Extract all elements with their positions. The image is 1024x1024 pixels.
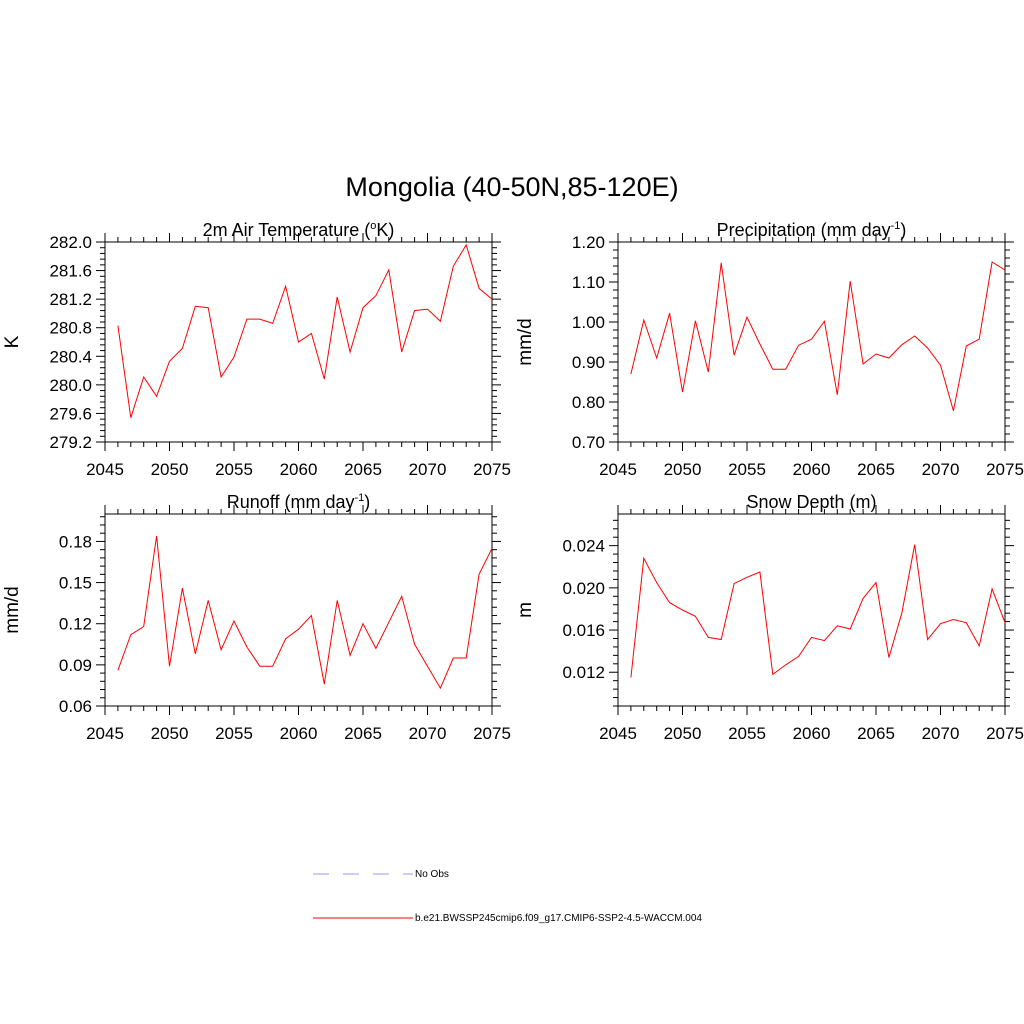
- panel-title-main: Runoff (mm day: [227, 492, 355, 512]
- x-tick-label: 2055: [215, 460, 253, 479]
- y-tick-label: 281.2: [49, 290, 92, 309]
- y-tick-label: 0.12: [59, 615, 92, 634]
- x-tick-label: 2050: [151, 460, 189, 479]
- y-tick-label: 0.016: [562, 621, 605, 640]
- x-tick-label: 2055: [215, 724, 253, 743]
- legend-label-model: b.e21.BWSSP245cmip6.f09_g17.CMIP6-SSP2-4…: [415, 913, 702, 924]
- x-tick-label: 2065: [344, 460, 382, 479]
- x-tick-label: 2050: [151, 724, 189, 743]
- x-tick-label: 2075: [986, 724, 1024, 743]
- x-tick-label: 2070: [922, 724, 960, 743]
- x-tick-label: 2065: [857, 724, 895, 743]
- y-axis-label: K: [2, 335, 23, 348]
- y-axis-label: mm/d: [515, 318, 536, 366]
- panel-title-main: Precipitation (mm day: [717, 220, 891, 240]
- panel-title: Runoff (mm day-1): [227, 492, 371, 512]
- y-tick-label: 0.06: [59, 697, 92, 716]
- panel-title-main: Snow Depth (m): [746, 492, 876, 512]
- y-tick-label: 280.4: [49, 347, 92, 366]
- x-tick-label: 2060: [280, 724, 318, 743]
- y-tick-label: 1.10: [572, 273, 605, 292]
- x-tick-label: 2070: [409, 724, 447, 743]
- y-tick-label: 0.80: [572, 393, 605, 412]
- panel-title-superscript: -1: [354, 492, 364, 504]
- x-tick-label: 2055: [728, 460, 766, 479]
- panel-title-tail: K): [376, 220, 394, 240]
- y-tick-label: 0.020: [562, 579, 605, 598]
- x-tick-label: 2050: [664, 724, 702, 743]
- y-tick-label: 1.20: [572, 233, 605, 252]
- panel-title-tail: ): [900, 220, 906, 240]
- series-line: [117, 243, 493, 418]
- x-tick-label: 2045: [86, 460, 124, 479]
- y-tick-label: 281.6: [49, 262, 92, 281]
- panel-title: 2m Air Temperature (oK): [203, 220, 395, 240]
- x-tick-label: 2050: [664, 460, 702, 479]
- y-axis-label: m: [515, 602, 536, 618]
- x-tick-label: 2070: [409, 460, 447, 479]
- legend: No Obs b.e21.BWSSP245cmip6.f09_g17.CMIP6…: [313, 869, 702, 924]
- y-tick-label: 0.024: [562, 537, 605, 556]
- panel-title-superscript: -1: [891, 220, 901, 232]
- panel-title-superscript: o: [370, 220, 376, 232]
- panel-2: 2045 2050 2055 2060 2065 2070 2075 0.06 0.09 0.12…: [2, 492, 511, 743]
- legend-label-no-obs: No Obs: [415, 869, 449, 880]
- x-tick-label: 2045: [599, 724, 637, 743]
- x-tick-label: 2075: [986, 460, 1024, 479]
- y-tick-label: 282.0: [49, 233, 92, 252]
- series-line: [117, 535, 493, 690]
- y-tick-label: 0.70: [572, 433, 605, 452]
- x-tick-label: 2055: [728, 724, 766, 743]
- x-tick-label: 2045: [599, 460, 637, 479]
- y-tick-label: 1.00: [572, 313, 605, 332]
- panel-0: 2045 2050 2055 2060 2065 2070 2075 279.2 279.6 28…: [2, 220, 511, 479]
- x-tick-label: 2060: [280, 460, 318, 479]
- x-tick-label: 2065: [344, 724, 382, 743]
- y-tick-label: 0.90: [572, 353, 605, 372]
- panel-title: Snow Depth (m): [746, 492, 876, 512]
- panel-title-main: 2m Air Temperature (: [203, 220, 371, 240]
- y-axis-label: mm/d: [2, 586, 23, 634]
- y-tick-label: 280.0: [49, 376, 92, 395]
- x-tick-label: 2075: [473, 724, 511, 743]
- x-tick-label: 2065: [857, 460, 895, 479]
- x-tick-label: 2060: [793, 724, 831, 743]
- y-tick-label: 279.6: [49, 404, 92, 423]
- y-tick-label: 280.8: [49, 319, 92, 338]
- panel-title-tail: ): [364, 492, 370, 512]
- y-tick-label: 0.15: [59, 574, 92, 593]
- series-line: [630, 261, 1006, 411]
- panel-title: Precipitation (mm day-1): [717, 220, 907, 240]
- panel-3: 2045 2050 2055 2060 2065 2070 2075 0.012 0.016 0.…: [515, 492, 1024, 743]
- x-tick-label: 2060: [793, 460, 831, 479]
- panel-1: 2045 2050 2055 2060 2065 2070 2075 0.70 0.80 0.90…: [515, 220, 1024, 479]
- y-tick-label: 0.18: [59, 532, 92, 551]
- y-tick-label: 0.09: [59, 656, 92, 675]
- figure-title: Mongolia (40-50N,85-120E): [345, 172, 678, 202]
- series-line: [630, 544, 1006, 678]
- x-tick-label: 2045: [86, 724, 124, 743]
- panels: 2045 2050 2055 2060 2065 2070 2075 279.2 279.6 28…: [2, 220, 1024, 743]
- x-tick-label: 2070: [922, 460, 960, 479]
- y-tick-label: 279.2: [49, 433, 92, 452]
- x-tick-label: 2075: [473, 460, 511, 479]
- y-tick-label: 0.012: [562, 663, 605, 682]
